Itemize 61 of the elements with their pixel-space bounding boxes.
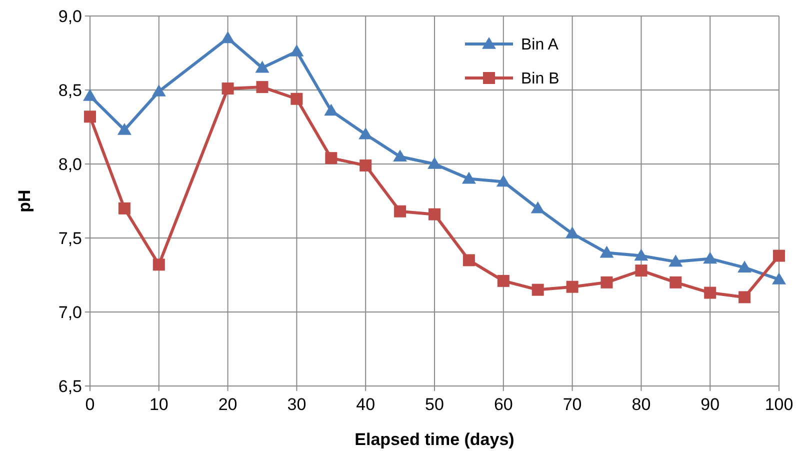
point [462, 172, 476, 184]
point [428, 208, 440, 220]
x-tick-label: 70 [562, 395, 582, 414]
point [634, 248, 648, 261]
point [600, 276, 613, 288]
point [256, 81, 268, 94]
x-tick-label: 100 [764, 395, 794, 414]
point [738, 291, 751, 304]
point [566, 280, 578, 293]
point [324, 104, 338, 116]
x-axis-title: Elapsed time (days) [354, 430, 514, 449]
y-tick-label: 6,5 [58, 376, 82, 396]
point [152, 84, 166, 96]
point [325, 152, 338, 164]
point [84, 110, 96, 123]
legend-label: Bin A [521, 36, 559, 54]
point [703, 252, 718, 264]
point [255, 60, 270, 73]
x-tick-label: 20 [218, 395, 238, 414]
point [360, 159, 372, 172]
point [635, 264, 648, 277]
point [428, 157, 442, 169]
point [773, 250, 785, 262]
point [530, 201, 545, 214]
x-tick-label: 50 [425, 395, 444, 414]
x-tick-label: 80 [632, 395, 651, 414]
point [220, 31, 235, 44]
point [497, 274, 510, 287]
y-tick-label: 8,5 [58, 80, 82, 100]
point [668, 254, 683, 267]
point [152, 258, 165, 271]
point [394, 205, 406, 218]
point [358, 127, 373, 140]
point [670, 276, 682, 288]
point [600, 246, 614, 258]
point [704, 286, 716, 299]
point [532, 284, 544, 296]
point [565, 226, 580, 238]
x-tick-label: 30 [287, 395, 306, 414]
x-tick-label: 40 [356, 395, 376, 414]
x-tick-label: 90 [700, 395, 720, 414]
point [290, 92, 303, 105]
y-tick-label: 7,5 [58, 228, 82, 248]
point [496, 174, 510, 187]
point [117, 122, 132, 135]
y-tick-label: 7,0 [58, 302, 82, 322]
point [738, 260, 752, 272]
legend-label: Bin B [521, 70, 560, 88]
x-tick-label: 0 [85, 395, 95, 414]
y-axis-title: pH [15, 190, 34, 212]
y-tick-label: 8,0 [58, 154, 82, 174]
y-tick-label: 9,0 [58, 6, 82, 26]
x-tick-label: 60 [494, 395, 513, 414]
point [772, 272, 786, 284]
point [290, 44, 304, 56]
point [462, 254, 475, 266]
point [393, 150, 408, 162]
x-tick-label: 10 [149, 395, 168, 414]
point [83, 88, 97, 101]
point [222, 82, 234, 95]
point [118, 202, 130, 214]
